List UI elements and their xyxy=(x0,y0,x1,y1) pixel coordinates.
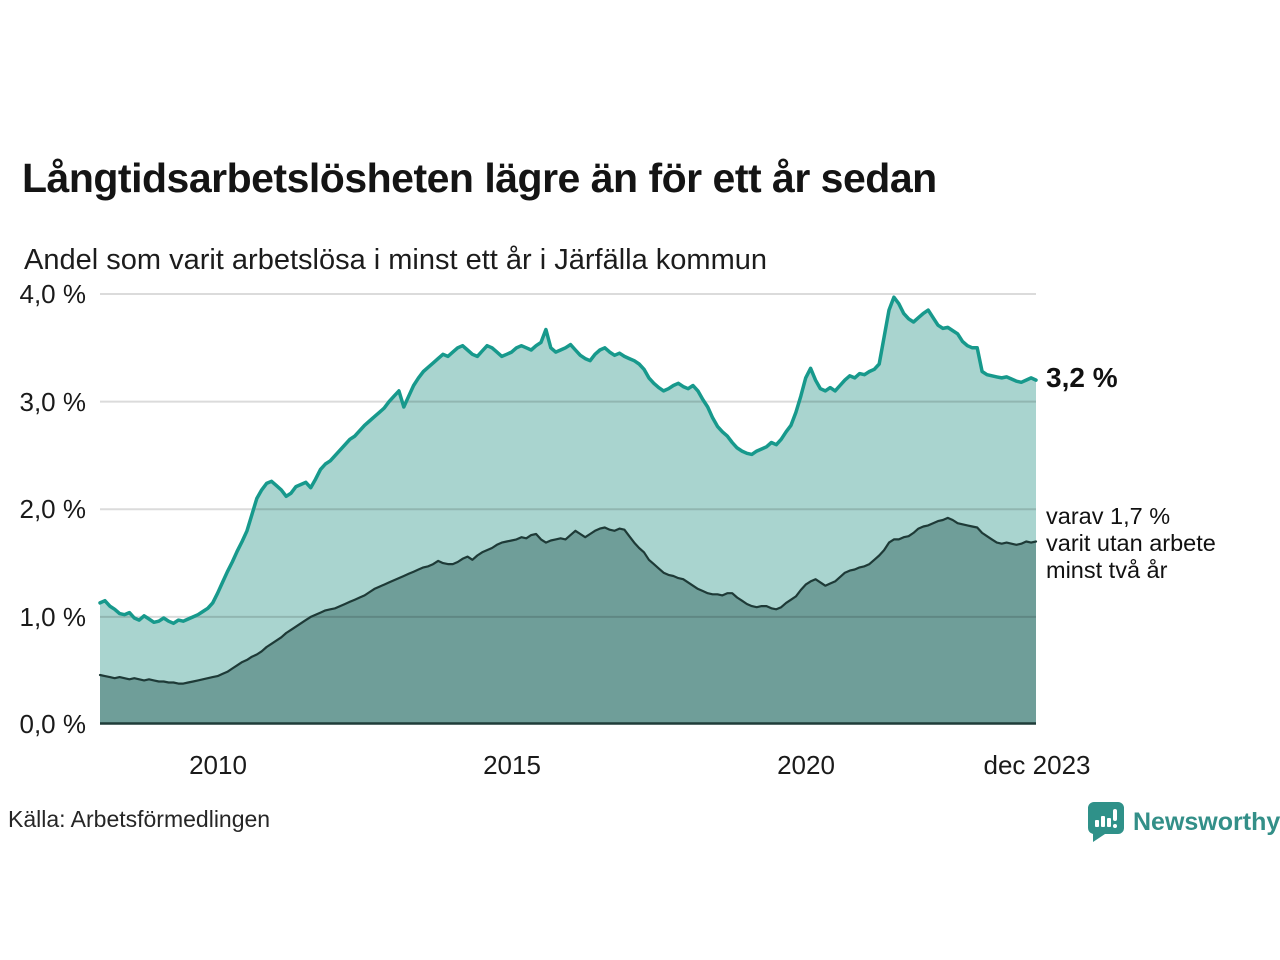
y-tick-label: 0,0 % xyxy=(19,709,87,739)
two-year-annotation: varav 1,7 % varit utan arbete minst två … xyxy=(1046,503,1216,584)
total-line xyxy=(98,295,1038,626)
two-year-line xyxy=(98,516,1038,685)
chart-title: Långtidsarbetslösheten lägre än för ett … xyxy=(22,155,937,202)
annotation-line: minst två år xyxy=(1046,557,1168,583)
y-tick-label: 3,0 % xyxy=(19,387,87,417)
annotation-line: varit utan arbete xyxy=(1046,530,1216,556)
x-tick-label: 2015 xyxy=(483,750,541,780)
latest-value-label: 3,2 % xyxy=(1046,362,1118,393)
brand-logo: Newsworthy xyxy=(1086,801,1280,843)
gridlines xyxy=(100,293,1036,618)
x-tick-label: 2010 xyxy=(189,750,247,780)
chart-subtitle: Andel som varit arbetslösa i minst ett å… xyxy=(24,244,767,276)
x-tick-label: 2020 xyxy=(777,750,835,780)
x-tick-label: dec 2023 xyxy=(983,750,1091,780)
annotation-line: varav 1,7 % xyxy=(1046,503,1171,529)
source-text: Källa: Arbetsförmedlingen xyxy=(8,806,271,832)
brand-name: Newsworthy xyxy=(1133,808,1280,836)
y-tick-label: 4,0 % xyxy=(19,279,87,309)
y-tick-label: 2,0 % xyxy=(19,494,87,524)
newsworthy-icon xyxy=(1087,802,1124,842)
y-tick-label: 1,0 % xyxy=(19,602,87,632)
two-year-area xyxy=(100,517,1036,725)
